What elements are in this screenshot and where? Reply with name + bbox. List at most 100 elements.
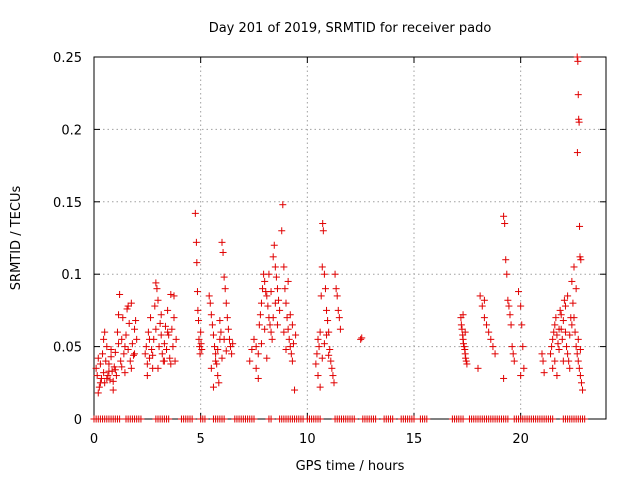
data-point xyxy=(170,292,178,300)
data-point xyxy=(271,299,279,307)
data-point xyxy=(554,340,562,348)
data-point xyxy=(118,335,126,343)
data-point xyxy=(284,277,292,285)
data-point xyxy=(166,354,174,362)
data-point xyxy=(264,302,272,310)
data-point xyxy=(507,321,515,329)
data-point xyxy=(284,325,292,333)
data-point xyxy=(118,363,126,371)
data-point xyxy=(257,299,265,307)
data-point xyxy=(156,319,164,327)
data-point xyxy=(267,415,275,423)
data-point xyxy=(317,292,325,300)
data-point xyxy=(212,350,220,358)
data-point xyxy=(273,321,281,329)
data-point xyxy=(213,360,221,368)
data-point xyxy=(555,325,563,333)
data-point xyxy=(209,331,217,339)
x-tick-label: 5 xyxy=(197,432,205,447)
data-point xyxy=(160,357,168,365)
data-point xyxy=(131,325,139,333)
data-point xyxy=(129,351,137,359)
data-point xyxy=(188,415,196,423)
data-point xyxy=(581,415,589,423)
data-point xyxy=(549,364,557,372)
data-point xyxy=(287,350,295,358)
data-point xyxy=(113,328,121,336)
data-point xyxy=(489,343,497,351)
data-point xyxy=(259,285,267,293)
data-point xyxy=(111,366,119,374)
data-point xyxy=(282,345,290,353)
data-point xyxy=(221,285,229,293)
data-point xyxy=(269,314,277,322)
data-point xyxy=(279,201,287,209)
data-point xyxy=(103,343,111,351)
data-point xyxy=(223,314,231,322)
data-point xyxy=(142,343,150,351)
data-point xyxy=(271,263,279,271)
data-point xyxy=(559,317,567,325)
data-point xyxy=(326,345,334,353)
data-point xyxy=(553,331,561,339)
data-point xyxy=(172,335,180,343)
data-point xyxy=(318,354,326,362)
data-point xyxy=(263,292,271,300)
data-point xyxy=(248,345,256,353)
data-point xyxy=(228,350,236,358)
data-point xyxy=(99,350,107,358)
data-point xyxy=(500,374,508,382)
data-point xyxy=(265,270,273,278)
axes: 0 5 10 15 20 0 0.05 0.1 0.15 0.2 0.25 xyxy=(53,51,606,447)
data-point xyxy=(291,386,299,394)
data-point xyxy=(288,357,296,365)
data-point xyxy=(121,369,129,377)
data-point xyxy=(148,345,156,353)
data-point xyxy=(102,357,110,365)
data-point xyxy=(94,354,102,362)
data-point xyxy=(205,292,213,300)
data-point xyxy=(214,372,222,380)
data-point xyxy=(561,302,569,310)
data-point xyxy=(112,372,120,380)
data-point xyxy=(218,354,226,362)
data-point xyxy=(198,345,206,353)
data-point xyxy=(147,314,155,322)
x-tick-label: 10 xyxy=(299,432,316,447)
data-point xyxy=(570,263,578,271)
data-point xyxy=(143,360,151,368)
y-tick-label: 0.1 xyxy=(61,268,82,283)
data-point xyxy=(141,350,149,358)
data-point xyxy=(557,311,565,319)
data-point xyxy=(574,57,582,65)
data-point xyxy=(110,363,118,371)
data-point xyxy=(458,325,466,333)
data-point xyxy=(313,350,321,358)
data-point xyxy=(164,306,172,314)
data-point xyxy=(219,248,227,256)
data-point xyxy=(568,277,576,285)
data-point xyxy=(504,296,512,304)
data-point xyxy=(121,343,129,351)
data-point xyxy=(459,311,467,319)
data-point xyxy=(216,317,224,325)
data-point xyxy=(152,279,160,287)
data-point xyxy=(154,296,162,304)
data-point xyxy=(170,314,178,322)
y-tick-label: 0.25 xyxy=(53,51,82,66)
data-point xyxy=(312,360,320,368)
data-point xyxy=(502,256,510,264)
data-point xyxy=(286,311,294,319)
data-point xyxy=(266,321,274,329)
data-point xyxy=(222,299,230,307)
data-point xyxy=(319,227,327,235)
data-point xyxy=(549,415,557,423)
data-point xyxy=(94,389,102,397)
data-point xyxy=(268,335,276,343)
data-point xyxy=(196,350,204,358)
data-point xyxy=(314,372,322,380)
data-point xyxy=(515,288,523,296)
data-point xyxy=(462,354,470,362)
data-point xyxy=(267,328,275,336)
